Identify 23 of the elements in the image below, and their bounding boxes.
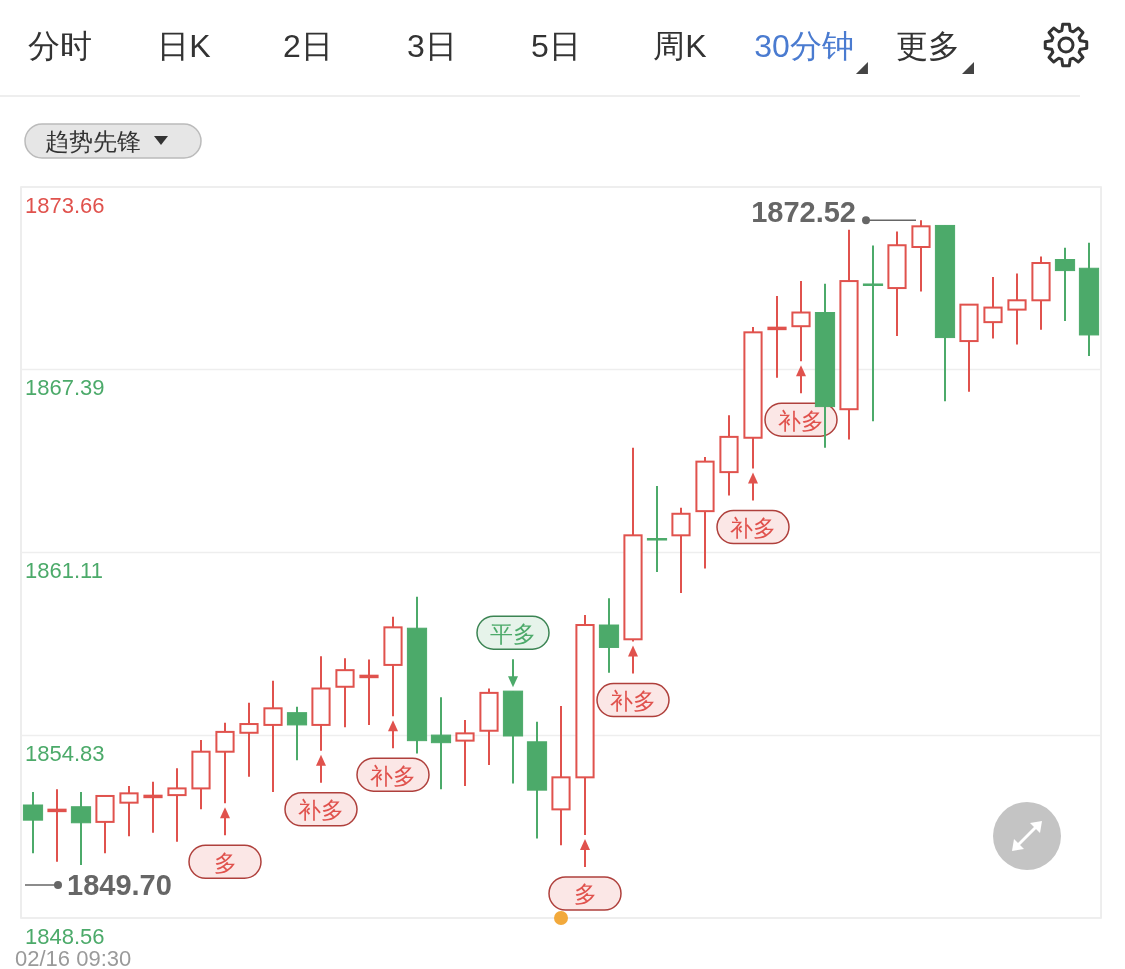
annotation: 1849.70: [67, 869, 172, 901]
annotation: 1872.52: [751, 196, 856, 229]
text: 更多: [896, 28, 960, 64]
text: 3日: [407, 28, 457, 64]
text: 分时: [28, 28, 92, 64]
text: 5日: [531, 28, 581, 64]
annotation: 补多: [370, 762, 416, 789]
y-tick-label: 1854.83: [25, 740, 105, 766]
text: 周K: [653, 28, 707, 64]
annotation: 补多: [778, 407, 824, 434]
y-tick-label: 1867.39: [25, 375, 105, 401]
annotation: 多: [573, 881, 597, 908]
text: 30分钟: [754, 28, 854, 64]
chart-title: 趋势先锋: [45, 127, 141, 155]
annotation: 补多: [298, 797, 344, 824]
text: 日K: [157, 28, 211, 64]
text: 2日: [283, 28, 333, 64]
y-tick-label: 1873.66: [25, 192, 105, 218]
annotation: 补多: [610, 688, 656, 715]
y-tick-label: 1861.11: [25, 558, 103, 583]
annotation: 平多: [490, 620, 536, 647]
annotation: 补多: [730, 515, 776, 542]
annotation: 多: [213, 849, 237, 876]
